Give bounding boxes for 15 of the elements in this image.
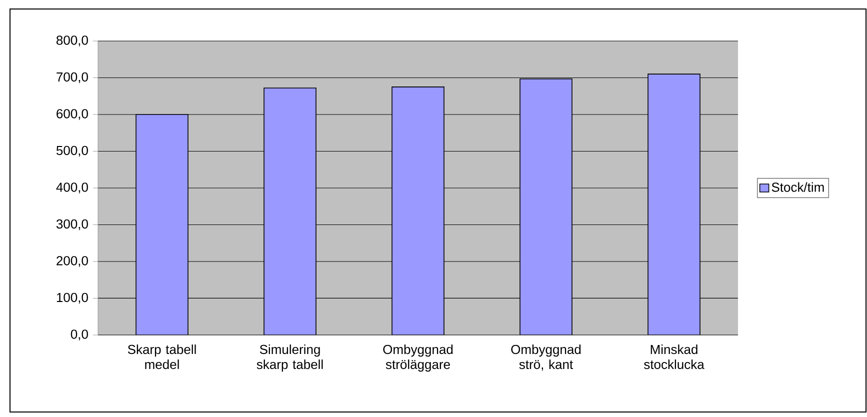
- y-tick-label: 200,0: [56, 256, 88, 267]
- x-tick-label: Ombyggnad ströläggare: [383, 344, 453, 372]
- x-tick-label: Ombyggnad strö, kant: [511, 344, 581, 371]
- y-tick-label: 300,0: [56, 219, 88, 230]
- y-tick-label: 600,0: [56, 109, 88, 120]
- y-tick-label: 100,0: [56, 292, 88, 304]
- y-tick-label: 500,0: [56, 146, 88, 157]
- y-tick-label: 800,0: [56, 36, 88, 46]
- y-tick-label: 0,0: [70, 330, 88, 340]
- y-tick-label: 700,0: [56, 72, 88, 84]
- y-tick-label: 400,0: [56, 182, 88, 194]
- x-tick-label: Simulering skarp tabell: [256, 344, 323, 372]
- x-tick-label: Minskad stocklucka: [644, 344, 704, 370]
- legend-label: Stock/tim: [772, 182, 824, 192]
- x-tick-label: Skarp tabell medel: [128, 344, 196, 370]
